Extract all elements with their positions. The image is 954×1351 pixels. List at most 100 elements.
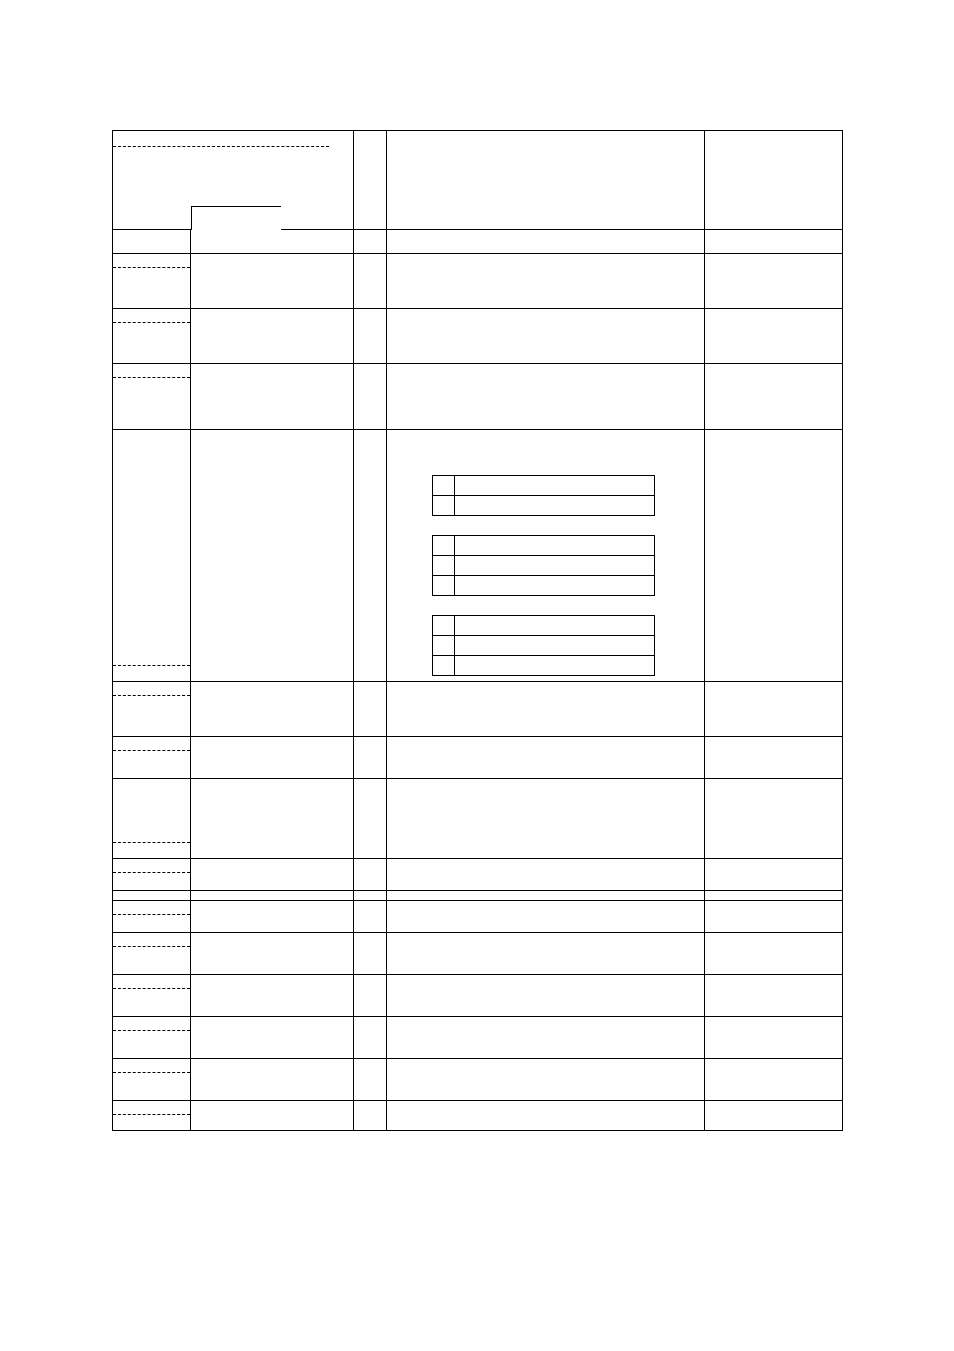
cell (705, 933, 843, 975)
cell (386, 1101, 705, 1131)
table-row (113, 309, 843, 364)
cell (705, 1101, 843, 1131)
dash-divider (113, 1072, 190, 1073)
cell (190, 364, 353, 430)
cell (353, 682, 386, 737)
mini-cell (432, 556, 454, 576)
mini-cell (432, 536, 454, 556)
cell-with-subtable (386, 430, 705, 682)
cell (190, 859, 353, 891)
mini-cell (454, 476, 654, 496)
mini-table (432, 475, 655, 516)
cell (190, 430, 353, 682)
dash-divider (113, 695, 190, 696)
table-row (113, 364, 843, 430)
cell (113, 1059, 191, 1101)
table-row (113, 131, 843, 230)
mini-cell (432, 656, 454, 676)
cell (190, 230, 353, 254)
cell (353, 254, 386, 309)
form-table-page (112, 130, 843, 1131)
cell (705, 975, 843, 1017)
table-row (113, 737, 843, 779)
cell (353, 230, 386, 254)
cell (190, 779, 353, 859)
cell (190, 933, 353, 975)
table-row (113, 430, 843, 682)
cell (705, 737, 843, 779)
table-row (113, 975, 843, 1017)
mini-cell (454, 616, 654, 636)
cell (190, 309, 353, 364)
cell (353, 364, 386, 430)
cell (386, 1017, 705, 1059)
cell (386, 891, 705, 901)
cell (386, 737, 705, 779)
cell (190, 975, 353, 1017)
cell (353, 1059, 386, 1101)
table-row (113, 1059, 843, 1101)
cell (190, 1059, 353, 1101)
cell (113, 364, 191, 430)
cell (113, 737, 191, 779)
cell (386, 254, 705, 309)
mini-cell (432, 476, 454, 496)
cell (353, 891, 386, 901)
mini-cell (454, 536, 654, 556)
cell (705, 230, 843, 254)
cell (353, 1101, 386, 1131)
cell (353, 430, 386, 682)
cell (190, 254, 353, 309)
cell (705, 1017, 843, 1059)
table-row (113, 859, 843, 891)
cell (113, 254, 191, 309)
cell (386, 933, 705, 975)
cell (386, 859, 705, 891)
cell (190, 682, 353, 737)
cell (386, 682, 705, 737)
cell (353, 309, 386, 364)
cell (353, 131, 386, 230)
cell (353, 859, 386, 891)
dash-divider (113, 322, 190, 323)
cell (705, 430, 843, 682)
dash-divider (113, 872, 190, 873)
cell (705, 779, 843, 859)
cell (386, 975, 705, 1017)
cell (113, 682, 191, 737)
mini-cell (454, 636, 654, 656)
cell (705, 1059, 843, 1101)
dash-divider (113, 750, 190, 751)
dash-divider (113, 988, 190, 989)
main-table (112, 130, 843, 1131)
cell (353, 933, 386, 975)
dash-divider (113, 267, 190, 268)
cell (386, 779, 705, 859)
cell (113, 779, 191, 859)
cell (705, 254, 843, 309)
table-row (113, 933, 843, 975)
cell (113, 1101, 191, 1131)
cell (113, 933, 191, 975)
cell (705, 309, 843, 364)
cell (386, 1059, 705, 1101)
mini-cell (432, 616, 454, 636)
table-row (113, 779, 843, 859)
cell (190, 737, 353, 779)
cell (353, 779, 386, 859)
cell (113, 975, 191, 1017)
cell (190, 1017, 353, 1059)
cell (705, 364, 843, 430)
cell (113, 430, 191, 682)
cell (386, 131, 705, 230)
header-cell (113, 131, 354, 230)
cell (353, 1017, 386, 1059)
cell (386, 364, 705, 430)
table-row (113, 254, 843, 309)
cell (190, 891, 353, 901)
dash-divider (113, 146, 329, 147)
table-row (113, 891, 843, 901)
dash-divider (113, 914, 190, 915)
cell (113, 309, 191, 364)
cell (353, 737, 386, 779)
